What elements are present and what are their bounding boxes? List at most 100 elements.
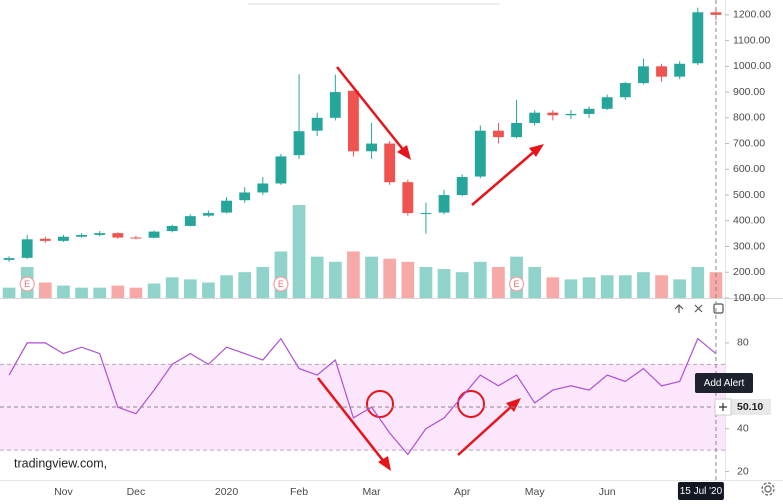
volume-bar — [673, 279, 687, 298]
volume-bar — [691, 267, 705, 298]
y-tick-label: 1100.00 — [733, 34, 770, 46]
candle-body — [456, 177, 468, 196]
add-alert-icon[interactable] — [719, 403, 727, 412]
x-tick-label: 2020 — [215, 486, 239, 498]
volume-bar — [365, 256, 378, 298]
candle-body — [329, 92, 341, 118]
candle-body — [674, 63, 686, 77]
candle-body — [184, 216, 196, 226]
candle-body — [311, 117, 323, 131]
candle-body — [565, 113, 577, 116]
candle-body — [638, 66, 649, 84]
y-tick-label: 700.00 — [733, 137, 765, 149]
candle-body — [493, 130, 504, 138]
crosshair-date-box — [677, 482, 724, 500]
x-tick-label: Jun — [599, 486, 616, 498]
settings-button[interactable] — [761, 482, 775, 496]
volume-bar — [38, 282, 52, 298]
candle-body — [166, 225, 178, 232]
volume-bar — [383, 258, 397, 298]
arrow-head — [397, 145, 411, 160]
candle-body — [348, 90, 359, 152]
y-tick-label: 800.00 — [733, 112, 765, 124]
candle-body — [402, 182, 414, 214]
candle-body — [656, 66, 667, 77]
candle-body — [221, 200, 232, 213]
volume-bar — [655, 275, 668, 298]
y-tick-label: 500.00 — [733, 189, 765, 201]
x-tick-label: Nov — [54, 486, 73, 498]
volume-bar — [111, 285, 125, 298]
volume-bar — [473, 261, 487, 298]
x-tick-label: Mar — [363, 486, 382, 498]
arrow — [457, 404, 514, 456]
volume-bar — [564, 279, 578, 298]
candle-body — [384, 143, 396, 183]
volume-bar — [2, 287, 16, 298]
y-tick-label: 1200.00 — [733, 9, 771, 21]
circle-marker — [457, 390, 485, 418]
candle-body — [583, 108, 595, 114]
arrow — [317, 377, 386, 464]
tooltip: Add Alert — [704, 378, 745, 389]
event-label: E — [24, 279, 30, 289]
crosshair-value: 50.10 — [737, 401, 763, 413]
event-label: E — [514, 279, 520, 289]
tooltip-box — [695, 373, 753, 394]
annotations — [317, 66, 544, 471]
candle-body — [58, 236, 69, 241]
candle-body — [239, 192, 251, 201]
arrow-head — [506, 398, 521, 412]
y-tick-label: 900.00 — [733, 86, 765, 98]
candle-body — [529, 112, 541, 123]
volume-bar — [582, 277, 596, 298]
add-alert-button[interactable] — [714, 398, 732, 416]
candle-body — [76, 234, 87, 237]
volume-bar — [75, 287, 88, 298]
volume-bar — [165, 277, 179, 298]
volume-bar — [310, 256, 324, 298]
volume-bar — [220, 275, 233, 298]
event-marker — [19, 276, 35, 292]
y-tick-label: 600.00 — [733, 163, 765, 175]
candle-body — [438, 195, 450, 213]
volume-bar — [347, 251, 360, 298]
arrow — [471, 149, 537, 206]
volume-bar — [328, 261, 342, 298]
arrow-head — [378, 456, 391, 471]
rsi-y-tick-label: 20 — [737, 465, 749, 477]
rsi-line — [8, 337, 717, 456]
volume-bar — [637, 272, 650, 298]
arrow — [336, 66, 406, 153]
volume-bar — [238, 272, 252, 298]
candle-body — [112, 233, 124, 238]
volume-bar — [709, 272, 723, 298]
candle-body — [601, 97, 613, 109]
move-up-button[interactable] — [674, 304, 684, 313]
candle-body — [275, 156, 287, 184]
volume-bar — [618, 275, 632, 298]
candle-body — [148, 231, 160, 238]
maximize-button[interactable] — [713, 303, 724, 314]
candle-body — [710, 12, 722, 15]
close-button[interactable] — [694, 304, 703, 313]
volume-bar — [57, 285, 70, 298]
volume-bar — [528, 267, 542, 298]
pane-controls[interactable] — [674, 303, 724, 314]
y-tick-label: 300.00 — [733, 240, 765, 252]
volume-bar — [401, 261, 415, 298]
watermark: tradingview.com, — [14, 456, 107, 470]
volume-bar — [437, 269, 451, 298]
candle-body — [619, 83, 631, 98]
candle-body — [511, 122, 522, 138]
x-tick-label: Feb — [290, 486, 308, 498]
volume-bar — [129, 287, 143, 298]
volume-bar — [419, 267, 433, 298]
y-tick-label: 100.00 — [733, 292, 765, 304]
y-tick-label: 400.00 — [733, 215, 765, 227]
crosshair-date: 15 Jul '20 — [680, 486, 723, 497]
candle-body — [366, 143, 377, 152]
